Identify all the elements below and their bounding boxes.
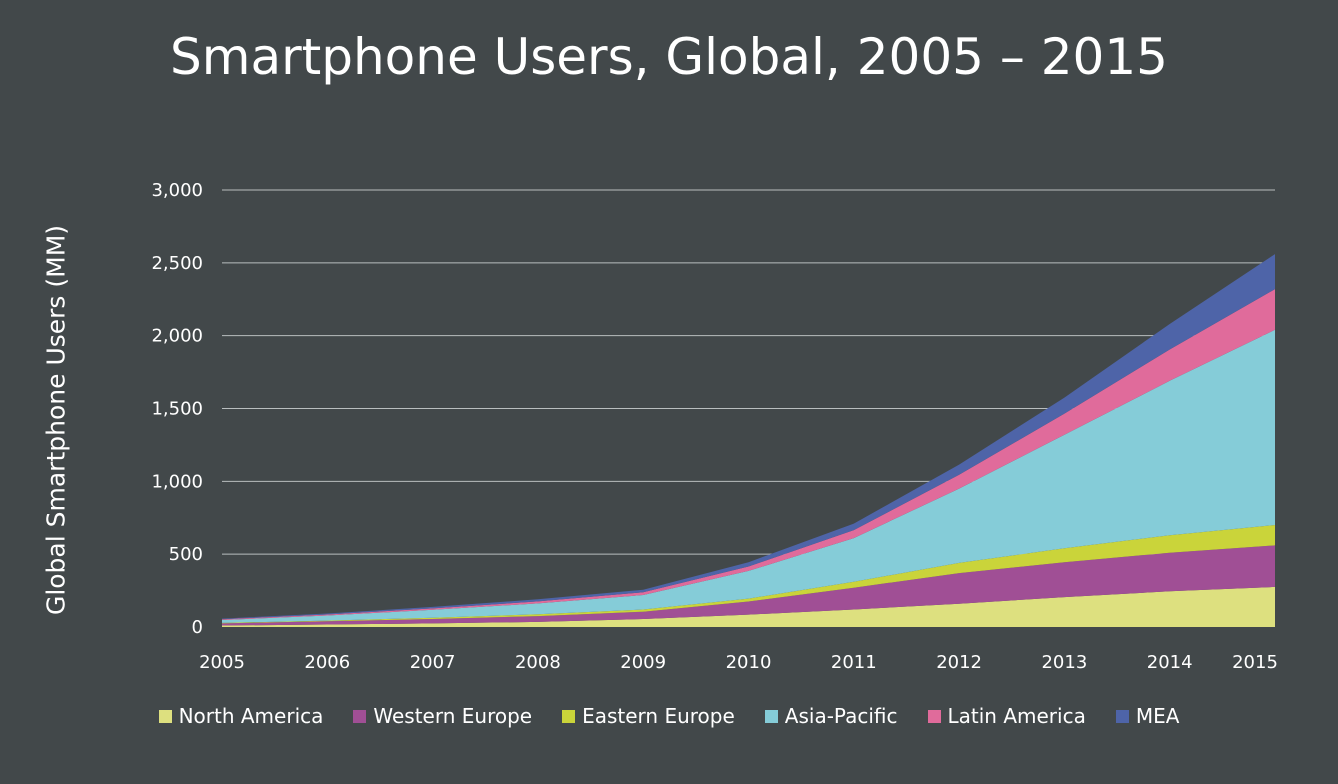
legend: North America Western Europe Eastern Europ… — [0, 704, 1338, 728]
x-tick-label: 2008 — [515, 652, 561, 673]
y-tick-label: 1,000 — [151, 471, 203, 492]
legend-label: North America — [178, 704, 324, 728]
legend-swatch — [927, 709, 941, 723]
legend-label: Western Europe — [373, 704, 533, 728]
legend-item-latin-america: Latin America — [927, 704, 1086, 728]
legend-item-north-america: North America — [158, 704, 324, 728]
y-tick-label: 3,000 — [151, 180, 203, 201]
legend-label: Eastern Europe — [582, 704, 735, 728]
y-tick-labels: 0 500 1,000 1,500 2,000 2,500 3,000 — [151, 180, 203, 638]
x-tick-labels: 2005 2006 2007 2008 2009 2010 2011 2012 2013 2014… — [199, 652, 1278, 673]
legend-swatch — [562, 709, 576, 723]
area-western-europe — [222, 545, 1275, 626]
x-tick-label: 2005 — [199, 652, 245, 673]
x-tick-label: 2006 — [304, 652, 350, 673]
legend-swatch — [353, 709, 367, 723]
legend-item-mea: MEA — [1115, 704, 1180, 728]
x-tick-label: 2015 — [1232, 652, 1278, 673]
gridlines — [222, 189, 1275, 555]
x-tick-label: 2010 — [726, 652, 772, 673]
y-tick-label: 0 — [192, 617, 203, 638]
area-asia-pacific — [222, 329, 1275, 623]
legend-swatch — [158, 709, 172, 723]
legend-item-eastern-europe: Eastern Europe — [562, 704, 735, 728]
legend-item-western-europe: Western Europe — [353, 704, 532, 728]
x-tick-label: 2011 — [831, 652, 877, 673]
y-tick-label: 2,000 — [151, 326, 203, 347]
legend-label: Latin America — [947, 704, 1086, 728]
y-tick-label: 2,500 — [151, 253, 203, 274]
area-series — [222, 254, 1275, 627]
x-tick-label: 2012 — [936, 652, 982, 673]
x-tick-label: 2007 — [410, 652, 456, 673]
y-tick-label: 500 — [169, 544, 203, 565]
y-tick-label: 1,500 — [151, 399, 203, 420]
legend-label: MEA — [1135, 704, 1180, 728]
x-tick-label: 2014 — [1147, 652, 1193, 673]
legend-swatch — [1115, 709, 1129, 723]
area-north-america — [222, 586, 1275, 627]
legend-swatch — [764, 709, 778, 723]
legend-item-asia-pacific: Asia-Pacific — [764, 704, 898, 728]
legend-label: Asia-Pacific — [784, 704, 898, 728]
x-tick-label: 2009 — [620, 652, 666, 673]
chart-title: Smartphone Users, Global, 2005 – 2015 — [170, 28, 1168, 86]
x-tick-label: 2013 — [1041, 652, 1087, 673]
